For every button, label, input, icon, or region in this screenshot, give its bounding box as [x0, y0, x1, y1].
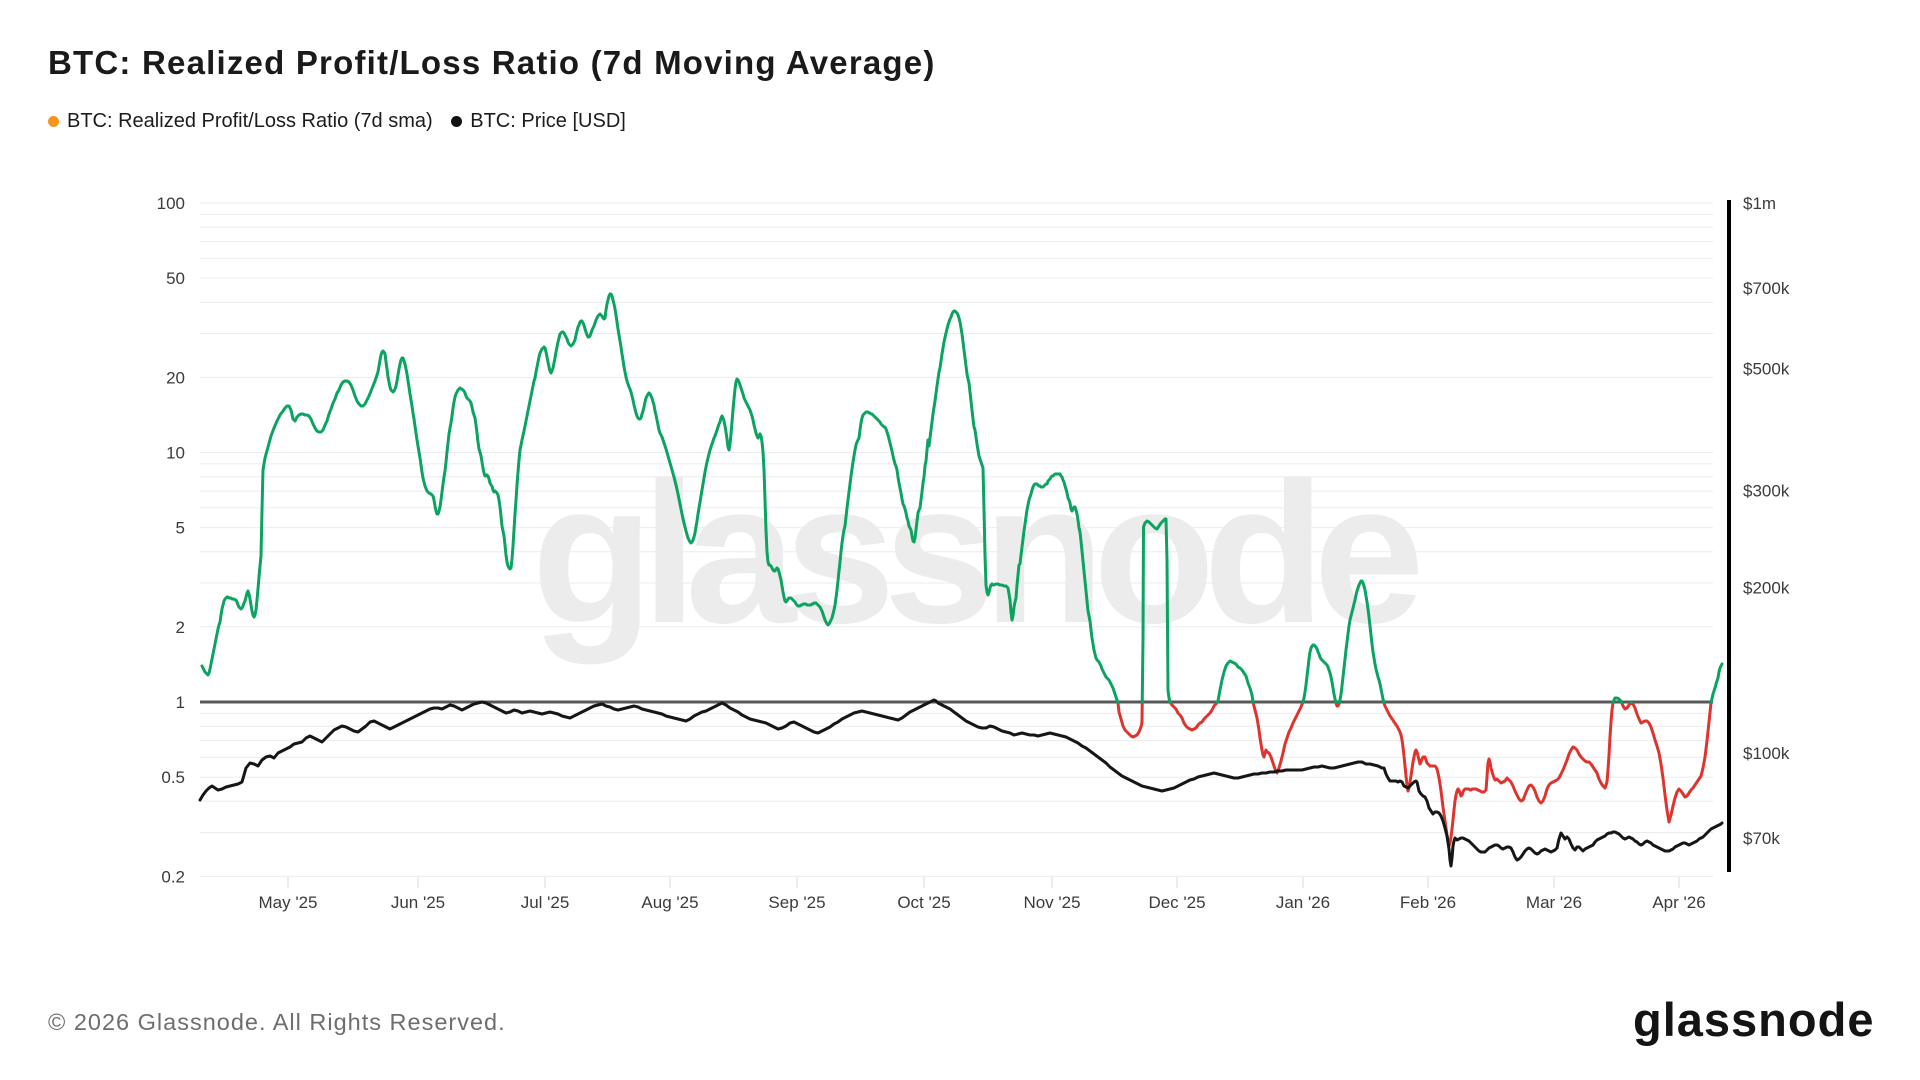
svg-text:Apr '26: Apr '26: [1652, 893, 1705, 912]
svg-text:Jan '26: Jan '26: [1276, 893, 1330, 912]
svg-text:Oct '25: Oct '25: [897, 893, 950, 912]
svg-text:$1m: $1m: [1743, 194, 1776, 213]
svg-text:May '25: May '25: [259, 893, 318, 912]
svg-text:$500k: $500k: [1743, 360, 1790, 379]
svg-text:Jun '25: Jun '25: [391, 893, 445, 912]
svg-text:100: 100: [157, 194, 185, 213]
svg-text:$700k: $700k: [1743, 279, 1790, 298]
svg-text:Dec '25: Dec '25: [1148, 893, 1205, 912]
svg-text:Nov '25: Nov '25: [1023, 893, 1080, 912]
svg-text:glassnode: glassnode: [531, 442, 1418, 665]
svg-text:$200k: $200k: [1743, 578, 1790, 597]
svg-text:$300k: $300k: [1743, 482, 1790, 501]
svg-text:0.2: 0.2: [161, 867, 185, 886]
svg-text:Mar '26: Mar '26: [1526, 893, 1582, 912]
svg-text:Feb '26: Feb '26: [1400, 893, 1456, 912]
svg-text:Jul '25: Jul '25: [521, 893, 570, 912]
svg-text:5: 5: [176, 519, 185, 538]
svg-text:$100k: $100k: [1743, 744, 1790, 763]
svg-text:1: 1: [176, 693, 185, 712]
svg-text:Aug '25: Aug '25: [641, 893, 698, 912]
svg-text:$70k: $70k: [1743, 829, 1780, 848]
svg-text:0.5: 0.5: [161, 768, 185, 787]
svg-text:20: 20: [166, 368, 185, 387]
svg-text:10: 10: [166, 444, 185, 463]
svg-text:50: 50: [166, 269, 185, 288]
svg-text:2: 2: [176, 618, 185, 637]
svg-text:Sep '25: Sep '25: [768, 893, 825, 912]
